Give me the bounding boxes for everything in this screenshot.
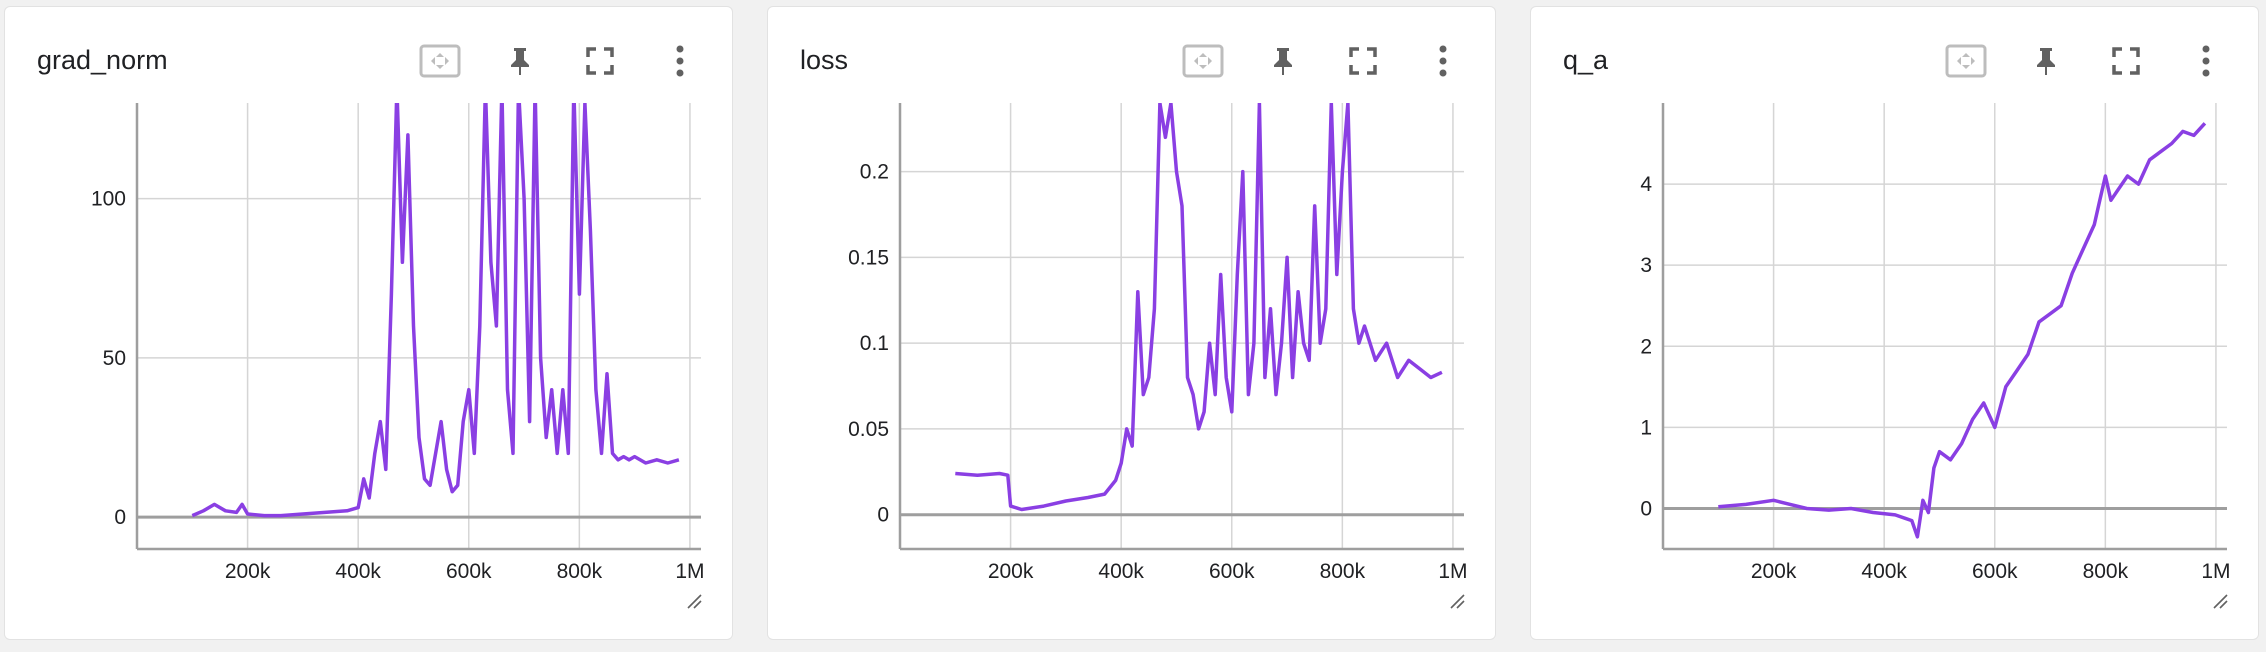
chart-title: loss xyxy=(800,45,849,75)
more-vert-icon[interactable] xyxy=(658,39,702,83)
y-tick-label: 0.1 xyxy=(860,332,889,355)
x-tick-label: 400k xyxy=(1098,560,1144,583)
fullscreen-icon[interactable] xyxy=(578,39,622,83)
card-toolbar xyxy=(1944,39,2228,83)
y-tick-label: 100 xyxy=(91,188,126,211)
y-tick-label: 0 xyxy=(877,504,889,527)
pin-icon[interactable] xyxy=(1261,39,1305,83)
chart-card-q-a: q_a 200k 400k 600k 800k 1M 0 1 2 3 4 xyxy=(1530,6,2259,640)
line-chart[interactable]: 200k 400k 600k 800k 1M 0 0.05 0.1 0.15 0.2 xyxy=(768,7,1497,641)
pin-icon[interactable] xyxy=(498,39,542,83)
more-vert-icon[interactable] xyxy=(2184,39,2228,83)
line-chart[interactable]: 200k 400k 600k 800k 1M 0 1 2 3 4 xyxy=(1531,7,2260,641)
line-chart[interactable]: 200k 400k 600k 800k 1M 0 50 100 xyxy=(5,7,734,641)
x-tick-label: 1M xyxy=(1438,560,1467,583)
fit-to-domain-icon[interactable] xyxy=(418,39,462,83)
y-tick-label: 0.2 xyxy=(860,161,889,184)
y-tick-label: 0 xyxy=(114,506,126,529)
chart-card-grad-norm: grad_norm 200k 400k 600k 800k 1M 0 50 100 xyxy=(4,6,733,640)
x-tick-label: 800k xyxy=(1320,560,1366,583)
chart-title: grad_norm xyxy=(37,45,168,75)
series-line xyxy=(191,103,680,518)
x-tick-label: 200k xyxy=(225,560,271,583)
fit-to-domain-icon[interactable] xyxy=(1944,39,1988,83)
resize-handle-icon[interactable] xyxy=(1449,593,1465,609)
y-tick-label: 1 xyxy=(1640,416,1652,439)
fullscreen-icon[interactable] xyxy=(2104,39,2148,83)
x-tick-label: 800k xyxy=(557,560,603,583)
fullscreen-icon[interactable] xyxy=(1341,39,1385,83)
x-tick-label: 200k xyxy=(988,560,1034,583)
card-toolbar xyxy=(1181,39,1465,83)
chart-title: q_a xyxy=(1563,45,1609,75)
y-tick-label: 2 xyxy=(1640,335,1652,358)
resize-handle-icon[interactable] xyxy=(686,593,702,609)
x-tick-label: 400k xyxy=(1861,560,1907,583)
y-tick-label: 50 xyxy=(103,347,126,370)
x-tick-label: 600k xyxy=(1209,560,1255,583)
y-tick-label: 0.15 xyxy=(848,246,889,269)
series-line xyxy=(955,103,1443,512)
y-tick-label: 4 xyxy=(1640,173,1652,196)
x-tick-label: 400k xyxy=(335,560,381,583)
y-tick-label: 0 xyxy=(1640,497,1652,520)
x-tick-label: 800k xyxy=(2083,560,2129,583)
chart-card-loss: loss 200k 400k 600k 800k 1M 0 0.05 0.1 0.15 0.2 xyxy=(767,6,1496,640)
x-tick-label: 200k xyxy=(1751,560,1797,583)
card-toolbar xyxy=(418,39,702,83)
x-tick-label: 1M xyxy=(675,560,704,583)
y-tick-label: 3 xyxy=(1640,254,1652,277)
y-tick-label: 0.05 xyxy=(848,418,889,441)
fit-to-domain-icon[interactable] xyxy=(1181,39,1225,83)
x-tick-label: 600k xyxy=(1972,560,2018,583)
more-vert-icon[interactable] xyxy=(1421,39,1465,83)
series-line xyxy=(1718,122,2207,539)
x-tick-label: 600k xyxy=(446,560,492,583)
resize-handle-icon[interactable] xyxy=(2212,593,2228,609)
pin-icon[interactable] xyxy=(2024,39,2068,83)
x-tick-label: 1M xyxy=(2201,560,2230,583)
